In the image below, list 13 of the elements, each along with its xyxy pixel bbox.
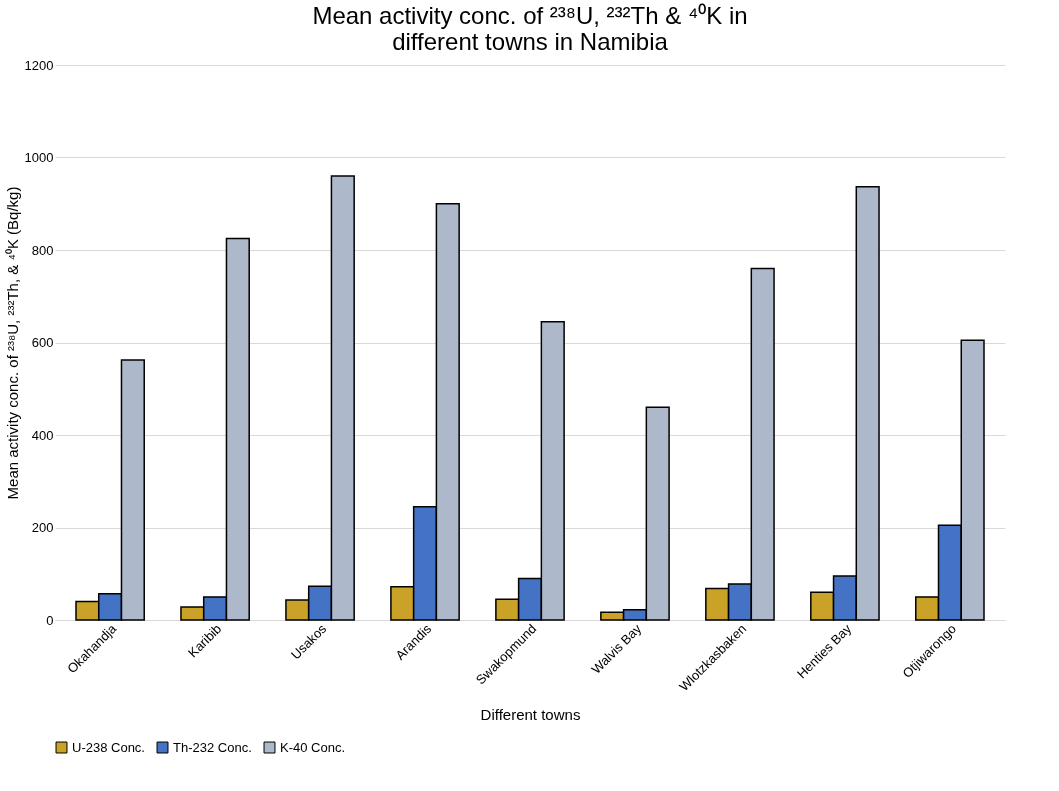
y-tick-label: 1000 — [24, 150, 54, 165]
x-axis-title: Different towns — [480, 706, 581, 724]
y-tick-label: 0 — [46, 612, 54, 628]
y-tick-label: 1200 — [24, 57, 54, 73]
y-tick-label: 800 — [31, 242, 54, 258]
legend-label: U-238 Conc. — [72, 739, 145, 755]
y-tick-label: 200 — [31, 520, 54, 535]
legend-label: K-40 Conc. — [280, 739, 346, 755]
y-tick-label: 600 — [31, 335, 54, 350]
chart-title: Mean activity conc. of ²³⁸U, ²³²Th & ⁴⁰K in different towns in Namibia — [312, 2, 748, 55]
legend-label: Th-232 Conc. — [173, 739, 252, 755]
y-axis-title: Mean activity conc. of ²³⁸U, ²³²Th, & ⁴⁰K (Bq/kg) — [3, 186, 21, 500]
y-tick-label: 400 — [31, 427, 54, 443]
